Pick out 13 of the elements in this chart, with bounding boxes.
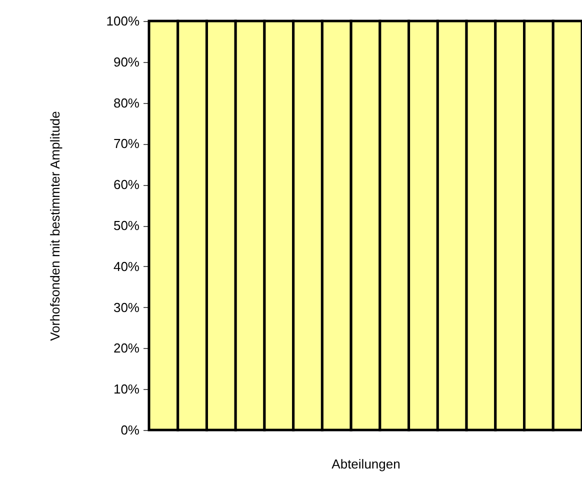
y-tick-label: 10%	[113, 382, 140, 397]
y-axis-title: Vorhofsonden mit bestimmter Amplitude	[47, 111, 62, 341]
y-tick-label: 40%	[113, 258, 140, 274]
y-tick-label: 90%	[113, 54, 140, 70]
x-axis-title: Abteilungen	[332, 456, 400, 472]
y-tick-label: 100%	[106, 14, 140, 28]
y-tick-label: 70%	[113, 136, 140, 152]
y-tick-label: 30%	[113, 300, 140, 315]
y-tick-label: 0%	[120, 422, 140, 438]
y-tick-label: 80%	[113, 95, 140, 110]
y-tick-label: 20%	[113, 340, 140, 356]
y-tick-label: 50%	[113, 218, 140, 233]
y-tick-label: 60%	[113, 177, 140, 192]
